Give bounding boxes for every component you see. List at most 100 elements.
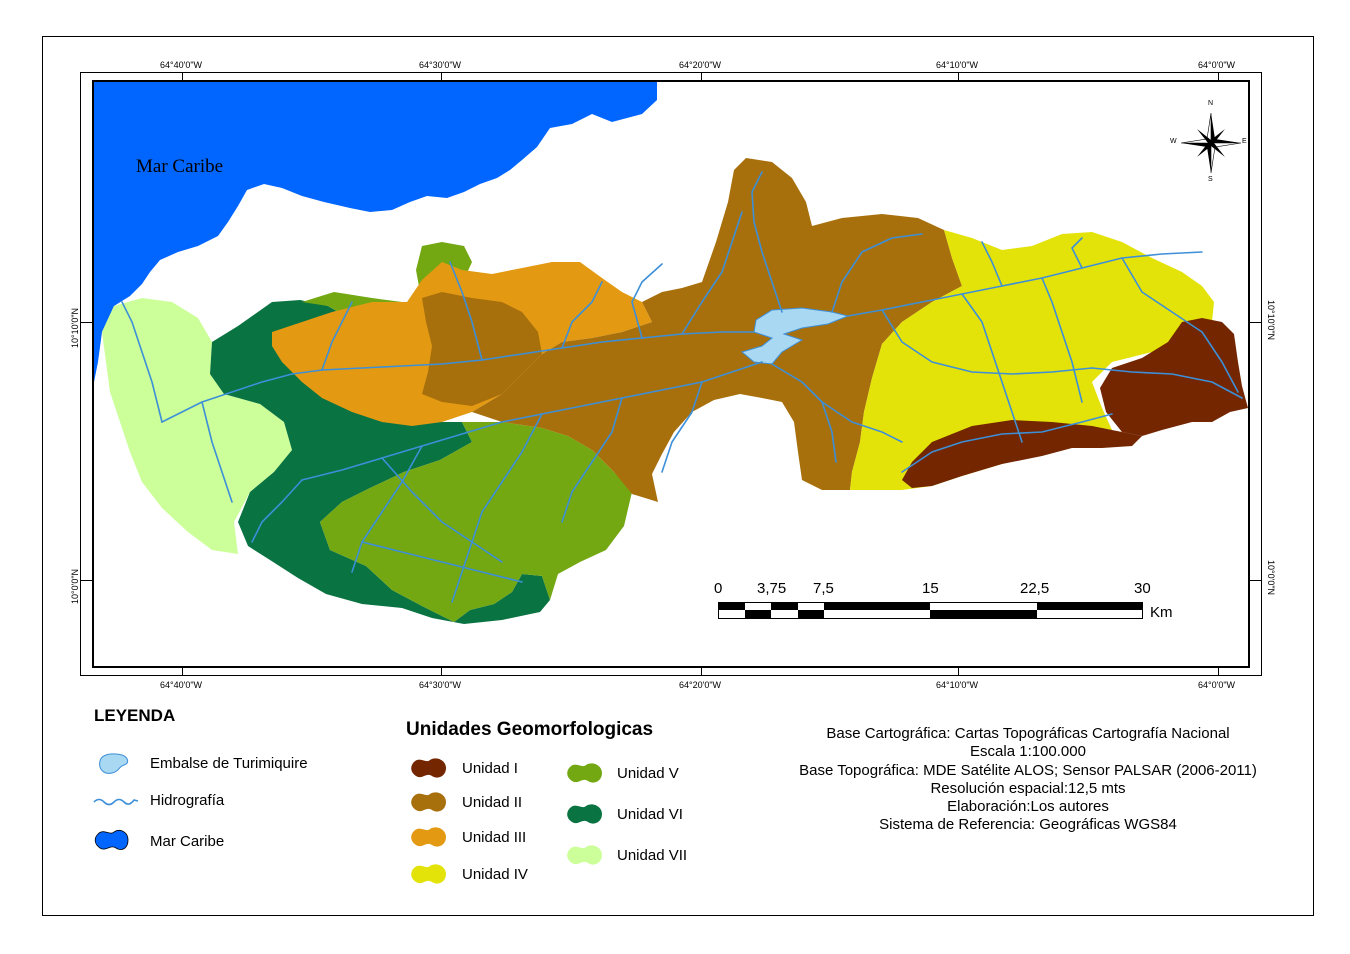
river (881, 309, 1093, 375)
river (201, 401, 233, 503)
tick (701, 668, 702, 676)
river (361, 541, 523, 583)
sea-label: Mar Caribe (136, 156, 224, 177)
scale-label: 22,5 (1020, 580, 1050, 597)
river (1091, 367, 1243, 399)
tick (1250, 322, 1262, 323)
sea-area (94, 82, 657, 382)
river (561, 281, 603, 349)
river (449, 261, 483, 361)
unit-label: Unidad VII (617, 847, 688, 864)
tick (1250, 580, 1262, 581)
scale-label: 0 (714, 580, 723, 597)
tick (182, 72, 183, 80)
unit-swatch-iii-icon (411, 827, 446, 847)
sea-swatch-icon (94, 830, 129, 850)
metadata-line: Sistema de Referencia: Geográficas WGS84 (879, 816, 1177, 834)
lat-label-right: 10°0'0"N (1266, 560, 1276, 596)
region-unidad-ii (472, 158, 962, 502)
river (661, 381, 703, 473)
tick (958, 72, 959, 80)
scale-bar (718, 602, 1143, 619)
river (847, 251, 1203, 317)
lon-label-bottom: 64°20'0"W (679, 680, 722, 690)
metadata-line: Base Topográfica: MDE Satélite ALOS; Sen… (799, 761, 1257, 779)
river (451, 413, 543, 603)
river (1121, 257, 1239, 393)
scale-unit: Km (1150, 604, 1173, 621)
lat-label-right: 10°10'0"N (1266, 300, 1276, 341)
region-unidad-i-south (902, 420, 1142, 488)
lon-label-top: 64°10'0"W (936, 60, 979, 70)
river (381, 457, 503, 563)
metadata-line: Base Cartográfica: Cartas Topográficas C… (826, 725, 1230, 742)
river (831, 233, 923, 313)
lon-label-bottom: 64°40'0"W (160, 680, 203, 690)
metadata-line: Resolución espacial:12,5 mts (930, 779, 1126, 797)
river (561, 397, 623, 523)
unit-swatch-ii-icon (411, 792, 446, 812)
unit-swatch-iv-icon (411, 864, 446, 884)
unit-label: Unidad IV (462, 866, 528, 883)
tick (182, 668, 183, 676)
tick (80, 580, 92, 581)
tick (958, 668, 959, 676)
lon-label-top: 64°40'0"W (160, 60, 203, 70)
tick (1218, 72, 1219, 80)
lon-label-bottom: 64°30'0"W (419, 680, 462, 690)
river (961, 293, 1023, 443)
region-unidad-vi (210, 300, 550, 624)
river-line-icon (93, 798, 139, 806)
unit-label: Unidad V (617, 765, 679, 782)
tick (441, 72, 442, 80)
tick (80, 322, 92, 323)
tick (1218, 668, 1219, 676)
map-sheet-frame (42, 36, 1314, 916)
region-unidad-ii-west (422, 292, 542, 406)
hydrography (121, 171, 1243, 603)
lon-label-bottom: 64°10'0"W (936, 680, 979, 690)
river (821, 401, 903, 443)
legend-label: Mar Caribe (150, 833, 225, 850)
legend-label: Embalse de Turimiquire (150, 755, 308, 772)
river (1041, 277, 1083, 403)
region-unidad-vii (102, 298, 292, 554)
legend-title: LEYENDA (94, 706, 176, 725)
scale-label: 30 (1134, 580, 1151, 597)
river (351, 445, 423, 573)
scale-label: 15 (922, 580, 939, 597)
lat-label-left: 10°0'0"N (70, 568, 80, 604)
units-title: Unidades Geomorfologicas (406, 719, 654, 740)
river (251, 479, 303, 543)
river (751, 171, 783, 313)
river (631, 263, 663, 339)
map-canvas (94, 82, 1248, 624)
unit-swatch-vii-icon (567, 845, 602, 865)
compass-svg (1180, 112, 1242, 174)
unit-swatch-v-icon (567, 763, 602, 783)
lat-label-left: 10°10'0"N (70, 307, 80, 348)
unit-label: Unidad III (462, 829, 527, 846)
legend-label: Hidrografía (150, 792, 225, 809)
river (981, 241, 1003, 287)
compass-rose-icon: N S E W (1168, 100, 1254, 191)
compass-n: N (1208, 100, 1214, 107)
region-unidad-v (302, 292, 632, 622)
tick (441, 668, 442, 676)
unit-swatch-i-icon (411, 758, 446, 778)
compass-w: W (1170, 138, 1177, 145)
reservoir-embalse (740, 307, 850, 365)
map-metadata: Base Cartográfica: Cartas Topográficas C… (770, 725, 1286, 835)
unit-swatch-vi-icon (567, 804, 602, 824)
river (121, 301, 163, 423)
river (901, 413, 1113, 473)
unit-label: Unidad I (462, 760, 518, 777)
sea-inlet (114, 228, 130, 254)
lon-label-bottom: 64°0'0"W (1198, 680, 1236, 690)
region-unidad-i-east (1100, 318, 1248, 436)
geomorphology-map (92, 80, 1250, 668)
unit-label: Unidad VI (617, 806, 683, 823)
graticule-frame (80, 72, 1262, 676)
metadata-line: Escala 1:100.000 (970, 743, 1086, 761)
scale-label: 7,5 (813, 580, 834, 597)
